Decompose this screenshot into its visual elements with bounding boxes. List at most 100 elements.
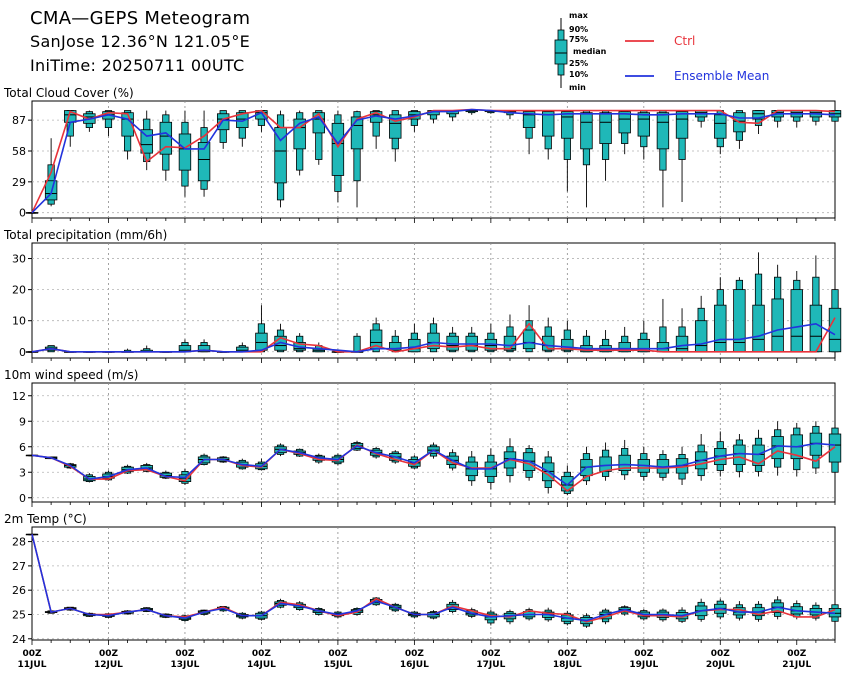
box-25-75 <box>389 342 402 351</box>
y-tick-label: 0 <box>19 492 26 505</box>
box-25-75 <box>828 307 842 353</box>
box-25-75 <box>140 129 153 154</box>
y-tick-label: 0 <box>19 207 26 220</box>
panel-1: Total Cloud Cover (%) 0 29 58 87 <box>3 86 842 223</box>
box-25-75 <box>255 332 268 351</box>
ensemble-box <box>656 110 670 208</box>
x-tick-label-hour: 00Z <box>481 649 501 659</box>
x-axis: 00Z11JUL00Z12JUL00Z13JUL00Z14JUL00Z15JUL… <box>18 649 812 670</box>
ensemble-box <box>599 442 612 481</box>
box-25-75 <box>599 112 612 144</box>
ensemble-mean-line <box>31 108 836 214</box>
legend-box-label: 75% <box>569 35 588 44</box>
ensemble-box <box>809 110 823 126</box>
x-tick-label-date: 12JUL <box>94 660 123 670</box>
ensemble-box <box>599 110 612 181</box>
y-tick-label: 24 <box>12 633 26 646</box>
y-tick-label: 29 <box>12 176 26 189</box>
ensemble-box <box>637 320 651 353</box>
ensemble-box <box>656 298 670 353</box>
panels: Total Cloud Cover (%) 0 29 58 87 Total precip… <box>3 86 842 646</box>
y-tick-label: 25 <box>12 608 26 621</box>
ensemble-box <box>618 110 631 155</box>
legend-box-label: 90% <box>569 25 588 34</box>
ensemble-box <box>637 110 651 160</box>
box-25-75 <box>618 454 631 471</box>
x-tick-label-date: 20JUL <box>706 660 735 670</box>
ensemble-box <box>809 421 823 474</box>
ensemble-box <box>465 110 478 115</box>
ensemble-box <box>236 110 249 147</box>
box-25-75 <box>828 433 842 463</box>
y-tick-label: 6 <box>19 441 26 454</box>
ensemble-box <box>790 270 803 353</box>
legend-box-25-75 <box>554 39 568 65</box>
ensemble-box <box>828 110 842 126</box>
box-25-75 <box>675 335 689 353</box>
ensemble-box <box>293 110 306 176</box>
ensemble-box <box>216 110 230 149</box>
x-tick-label-date: 15JUL <box>323 660 352 670</box>
box-25-75 <box>618 111 631 134</box>
box-25-75 <box>542 111 555 137</box>
y-tick-label: 10 <box>12 315 26 328</box>
ensemble-box <box>178 110 192 197</box>
ensemble-box <box>675 110 689 203</box>
y-tick-label: 0 <box>19 346 26 359</box>
ensemble-box <box>733 434 746 478</box>
y-tick-label: 9 <box>19 415 26 428</box>
legend-box-label: max <box>569 11 589 20</box>
x-tick-label-date: 16JUL <box>400 660 429 670</box>
box-25-75 <box>580 112 593 150</box>
box-25-75 <box>427 332 440 350</box>
ensemble-box <box>733 277 746 353</box>
legend-mean-label: Ensemble Mean <box>674 69 769 83</box>
y-tick-label: 30 <box>12 253 26 266</box>
x-tick-label-date: 17JUL <box>476 660 505 670</box>
panel-title: 2m Temp (°C) <box>4 512 87 526</box>
box-25-75 <box>752 304 765 353</box>
y-tick-label: 12 <box>12 390 26 403</box>
legend-box-label: 25% <box>569 59 588 68</box>
box-25-75 <box>522 111 536 128</box>
ensemble-box <box>446 326 459 353</box>
box-25-75 <box>350 116 364 150</box>
y-tick-label: 58 <box>12 145 26 158</box>
ensemble-box <box>236 342 249 353</box>
ensemble-box <box>752 110 765 134</box>
ensemble-box <box>465 326 478 353</box>
ensemble-box <box>694 434 708 481</box>
y-tick-label: 27 <box>12 560 26 573</box>
ensemble-box <box>714 431 727 477</box>
init-time-label: IniTime: 20250711 00UTC <box>30 56 245 75</box>
box-25-75 <box>637 338 651 353</box>
box-25-75 <box>771 298 784 353</box>
ensemble-box <box>64 110 77 147</box>
ensemble-mean-line <box>31 442 836 487</box>
x-tick-label-hour: 00Z <box>711 649 731 659</box>
box-25-75 <box>656 112 670 150</box>
box-25-75 <box>331 122 345 176</box>
x-tick-label-hour: 00Z <box>558 649 578 659</box>
x-tick-label-hour: 00Z <box>175 649 195 659</box>
ensemble-box <box>809 255 823 353</box>
box-25-75 <box>389 114 402 139</box>
ensemble-box <box>771 264 784 353</box>
x-tick-label-date: 18JUL <box>553 660 582 670</box>
ensemble-box <box>178 339 192 353</box>
legend-ctrl-label: Ctrl <box>674 34 695 48</box>
ensemble-box <box>656 450 670 481</box>
x-tick-label-hour: 00Z <box>328 649 348 659</box>
ensemble-box <box>542 110 555 160</box>
ensemble-box <box>255 458 268 471</box>
ensemble-box <box>350 110 364 208</box>
x-tick-label-hour: 00Z <box>405 649 425 659</box>
y-tick-label: 28 <box>12 536 26 549</box>
box-25-75 <box>752 444 765 466</box>
box-25-75 <box>714 304 727 353</box>
box-25-75 <box>216 113 230 131</box>
ensemble-box <box>25 212 39 214</box>
ensemble-box <box>637 446 651 481</box>
box-25-75 <box>656 342 670 353</box>
